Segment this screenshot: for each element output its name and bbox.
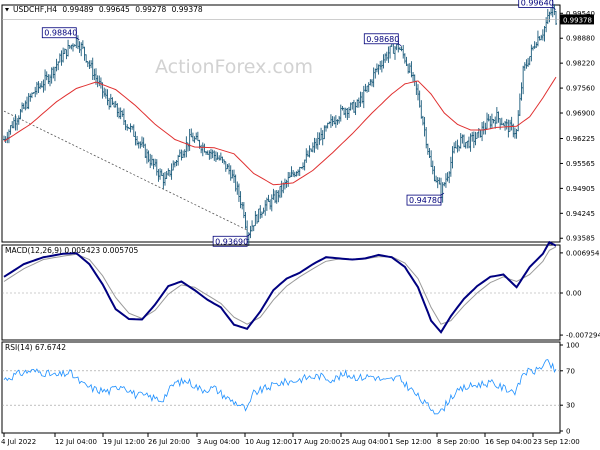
price-y-tick-label: 0.99540 <box>566 10 595 18</box>
price-annotation-leader <box>440 192 445 196</box>
price-y-tick-label: 0.94245 <box>566 210 595 218</box>
x-tick-label: 12 Jul 04:00 <box>55 438 97 446</box>
price-panel: ActionForex.com 0.988400.936900.986800.9… <box>1 0 595 247</box>
price-y-tick-label: 0.93585 <box>566 235 595 243</box>
price-y-tick-label: 0.94905 <box>566 185 595 193</box>
rsi-title: RSI(14) 67.6742 <box>5 343 66 352</box>
rsi-y-tick-label: 0 <box>566 428 570 436</box>
price-title: USDCHF,H4 <box>13 5 57 14</box>
macd-y-tick-label: 0.00 <box>566 290 582 298</box>
macd-line <box>3 240 557 334</box>
price-panel-frame <box>1 4 561 243</box>
macd-y-axis: 0.006954 0.00 -0.007294 <box>560 249 600 340</box>
price-annotation-leader <box>246 233 251 237</box>
macd-title: MACD(12,26,9) 0.005423 0.005705 <box>5 246 139 255</box>
ohlc-high: 0.99645 <box>99 5 130 14</box>
price-annotation-leader <box>552 7 556 10</box>
price-annotation-box <box>363 33 399 45</box>
x-tick-label: 8 Sep 20:00 <box>437 438 479 446</box>
price-y-tick-label: 0.97560 <box>566 85 595 93</box>
current-price-badge <box>560 14 594 25</box>
price-y-tick-label: 0.98220 <box>566 60 595 68</box>
price-annotation-box <box>212 235 248 247</box>
ema-line <box>3 76 557 186</box>
x-tick-label: 16 Sep 04:00 <box>485 438 532 446</box>
rsi-panel: 100 70 30 0 RSI(14) 67.6742 <box>1 341 579 436</box>
rsi-line <box>3 359 557 415</box>
price-y-tick-label: 0.96900 <box>566 110 595 118</box>
rsi-y-tick-label: 70 <box>566 367 575 375</box>
x-axis: 4 Jul 2022 12 Jul 04:00 19 Jul 12:00 26 Jul… <box>1 433 580 446</box>
macd-y-tick-label: -0.007294 <box>566 332 600 340</box>
x-tick-label: 10 Aug 12:00 <box>245 438 292 446</box>
current-price-label: 0.99378 <box>563 16 592 24</box>
ohlc-low: 0.99278 <box>135 5 166 14</box>
trendline-layer <box>3 110 248 231</box>
macd-panel: 0.006954 0.00 -0.007294 MACD(12,26,9) 0.00… <box>1 240 600 341</box>
price-annotation-label: 0.94780 <box>409 196 442 205</box>
rsi-panel-frame <box>1 341 561 434</box>
svg-text:USDCHF,H4 0.99489: USDCHF,H4 0.99489 0.99645 0.99278 0.9937… <box>13 5 203 14</box>
macd-lines-layer <box>2 240 560 334</box>
price-y-axis: 0.99540 0.98880 0.98220 0.97560 0.96900 0.962… <box>560 10 595 243</box>
trendline <box>3 110 248 231</box>
macd-y-tick-label: 0.006954 <box>566 249 600 257</box>
price-annotation-label: 0.98680 <box>366 35 399 44</box>
ohlc-close: 0.99378 <box>172 5 203 14</box>
watermark: ActionForex.com <box>155 56 313 78</box>
macd-signal-line <box>3 246 557 325</box>
price-annotation-label: 0.99640 <box>521 0 554 8</box>
x-tick-label: 26 Jul 20:00 <box>148 438 190 446</box>
price-annotation-box <box>518 0 554 8</box>
price-annotation-label: 0.93690 <box>215 237 248 246</box>
price-y-tick-label: 0.98880 <box>566 35 595 43</box>
x-tick-label: 4 Jul 2022 <box>1 438 36 446</box>
rsi-y-axis: 100 70 30 0 <box>560 342 579 436</box>
price-annotation-leader <box>398 43 402 47</box>
rsi-y-tick-label: 100 <box>566 342 579 350</box>
price-annotation-box <box>406 194 442 206</box>
rsi-y-tick-label: 30 <box>566 402 575 410</box>
dropdown-triangle-icon <box>5 8 9 12</box>
annotation-layer: 0.98840 0.93690 0.98680 0.94780 0.99640 <box>41 0 556 247</box>
price-annotation-leader <box>76 37 80 41</box>
x-tick-label: 23 Sep 12:00 <box>533 438 580 446</box>
ohlc-open: 0.99489 <box>62 5 93 14</box>
price-y-tick-label: 0.95565 <box>566 160 595 168</box>
x-tick-label: 17 Aug 20:00 <box>293 438 340 446</box>
x-tick-label: 3 Aug 04:00 <box>197 438 240 446</box>
x-tick-label: 1 Sep 12:00 <box>389 438 431 446</box>
x-tick-label: 25 Aug 04:00 <box>341 438 388 446</box>
rsi-lines-layer <box>2 359 560 415</box>
price-lines-layer <box>2 3 560 246</box>
x-tick-label: 19 Jul 12:00 <box>103 438 145 446</box>
price-y-tick-label: 0.96225 <box>566 135 595 143</box>
price-annotation-box <box>41 27 77 39</box>
price-annotation-label: 0.98840 <box>44 29 77 38</box>
